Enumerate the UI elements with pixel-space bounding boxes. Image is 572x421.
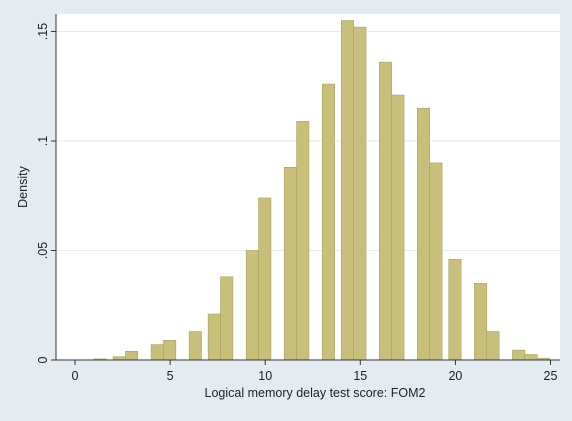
x-tick-label: 5 xyxy=(167,369,174,383)
x-tick-label: 20 xyxy=(448,369,462,383)
histogram-bar xyxy=(245,250,259,361)
histogram-bar xyxy=(512,349,526,361)
histogram-bar xyxy=(353,26,367,361)
histogram-bar xyxy=(340,20,354,361)
histogram-bar xyxy=(125,350,139,361)
x-tick-label: 10 xyxy=(258,369,272,383)
y-tick-label: .15 xyxy=(36,23,50,40)
histogram-bar xyxy=(448,258,462,361)
x-tick-label: 0 xyxy=(72,369,79,383)
y-tick-label: .05 xyxy=(36,242,50,259)
histogram-bar xyxy=(188,331,202,361)
histogram-bar xyxy=(486,331,500,361)
axes: 0 5 10 15 20 25 0 .05 .1 .15 xyxy=(36,14,560,383)
histogram-bar xyxy=(321,83,335,361)
histogram-bar xyxy=(258,197,272,361)
histogram-bar xyxy=(474,283,488,361)
histogram-bar xyxy=(296,121,310,361)
histogram-bar xyxy=(524,354,538,361)
histogram-bar xyxy=(150,344,164,361)
histogram-bar xyxy=(163,339,177,361)
histogram-bar xyxy=(207,313,221,361)
y-tick-label: 0 xyxy=(36,356,50,363)
histogram-bar xyxy=(220,276,234,361)
histogram-bar xyxy=(417,107,431,361)
x-tick-label: 25 xyxy=(544,369,558,383)
histogram-bar xyxy=(379,61,392,361)
y-tick-label: .1 xyxy=(36,136,50,146)
x-tick-label: 15 xyxy=(353,369,367,383)
bars xyxy=(93,20,550,361)
y-axis-label: Density xyxy=(16,165,30,207)
histogram-bar xyxy=(429,162,443,361)
histogram-bar xyxy=(391,94,405,361)
x-axis-label: Logical memory delay test score: FOM2 xyxy=(205,386,426,400)
histogram-bar xyxy=(283,166,297,361)
